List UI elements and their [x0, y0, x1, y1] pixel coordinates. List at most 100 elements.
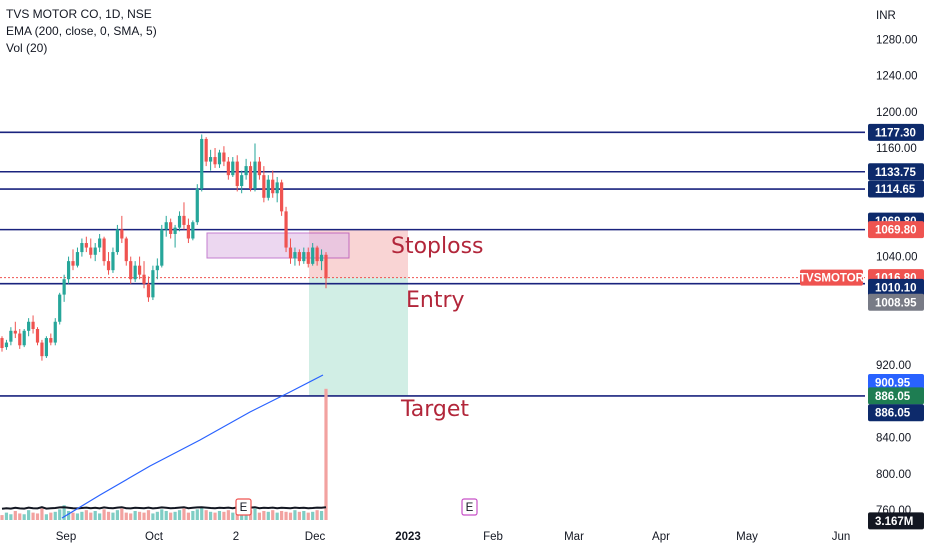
volume-bar [164, 510, 168, 520]
legend-volume[interactable]: Vol (20) [6, 41, 48, 55]
volume-bar [75, 513, 80, 520]
volume-bar [169, 512, 173, 520]
candle-body [106, 261, 111, 271]
volume-bar [204, 510, 208, 520]
volume-bar [253, 508, 257, 520]
candle-body [244, 166, 248, 176]
candle-body [302, 252, 306, 262]
volume-bar [80, 511, 84, 520]
x-tick-label: 2023 [395, 531, 421, 543]
volume-bar [271, 510, 275, 520]
target-zone [309, 277, 408, 396]
candle-body [240, 175, 244, 187]
candle-body [84, 243, 88, 248]
candle-body [27, 321, 31, 331]
candle-body [173, 227, 177, 234]
volume-bar [209, 511, 213, 520]
volume-bar [217, 510, 222, 520]
volume-bar [302, 510, 306, 520]
price-tag [868, 180, 924, 198]
y-tick-label: 1280.00 [876, 34, 918, 46]
volume-bar [4, 512, 9, 520]
candle-body [217, 152, 222, 165]
volume-bar [155, 511, 159, 520]
volume-bar [262, 510, 266, 520]
volume-bar [244, 511, 248, 520]
price-tag-label: 3.167M [875, 516, 913, 528]
ticker-tag [800, 269, 863, 286]
y-tick-label: 920.00 [876, 360, 911, 372]
candle-body [324, 254, 328, 279]
volume-bar [266, 511, 270, 520]
price-tag-label: 886.05 [875, 391, 911, 403]
volume-bar [200, 506, 204, 520]
candle-body [142, 274, 146, 284]
volume-bar [319, 510, 324, 520]
candle-body [235, 161, 239, 187]
candle-body [80, 243, 84, 253]
volume-bar [231, 512, 235, 520]
candle-body [182, 215, 186, 225]
price-tag [868, 123, 924, 141]
volume-bar [31, 512, 35, 520]
candle-body [319, 254, 324, 262]
y-tick-label: 1200.00 [876, 107, 918, 119]
volume-bar [62, 505, 66, 520]
earnings-marker [461, 498, 478, 516]
candle-body [35, 329, 40, 343]
volume-bar [257, 512, 262, 520]
volume-bar [142, 512, 146, 520]
candle-body [129, 261, 133, 280]
currency-label: INR [876, 10, 896, 22]
price-tag [868, 293, 924, 311]
candle-body [231, 161, 235, 176]
candle-body [115, 229, 119, 253]
candle-body [177, 215, 182, 228]
candle-body [137, 265, 142, 275]
candle-body [18, 333, 22, 346]
candle-body [297, 252, 301, 262]
volume-bar [35, 513, 40, 520]
volume-bar [293, 510, 297, 520]
volume-bar [115, 510, 119, 520]
candle-body [253, 161, 257, 189]
x-tick-label: May [736, 531, 758, 543]
candle-body [102, 238, 106, 262]
volume-bar [222, 511, 226, 520]
price-tag [868, 512, 924, 530]
volume-bar [284, 511, 288, 520]
volume-bar [124, 512, 128, 520]
volume-bar [311, 511, 315, 520]
price-tag-label: 886.05 [875, 408, 911, 420]
x-tick-label: Dec [305, 531, 326, 543]
volume-bar [111, 512, 115, 520]
candle-body [200, 138, 204, 189]
candle-body [288, 247, 293, 259]
chart-legend: TVS MOTOR CO, 1D, NSE EMA (200, close, 0… [6, 6, 157, 57]
candle-body [315, 247, 319, 262]
volume-bar [160, 509, 164, 520]
volume-bar [306, 512, 310, 520]
candle-body [98, 238, 102, 248]
y-tick-label: 1040.00 [876, 252, 918, 264]
legend-symbol[interactable]: TVS MOTOR CO, 1D, NSE [6, 7, 152, 21]
candle-body [4, 342, 9, 348]
price-tag-label: 900.95 [875, 377, 911, 389]
candle-body [13, 330, 17, 334]
volume-bar [324, 388, 328, 520]
price-tag [868, 163, 924, 181]
candle-body [248, 166, 253, 189]
candle-body [71, 261, 75, 266]
volume-bar [280, 510, 284, 520]
volume-bar [133, 510, 137, 520]
x-tick-label: Feb [483, 531, 503, 543]
volume-bar [226, 510, 230, 520]
volume-bar [102, 509, 106, 520]
volume-bar [173, 511, 177, 520]
volume-bar [71, 512, 75, 520]
candle-body [204, 138, 208, 162]
volume-bar [146, 510, 151, 520]
volume-bar [66, 510, 71, 520]
legend-ema[interactable]: EMA (200, close, 0, SMA, 5) [6, 24, 157, 38]
